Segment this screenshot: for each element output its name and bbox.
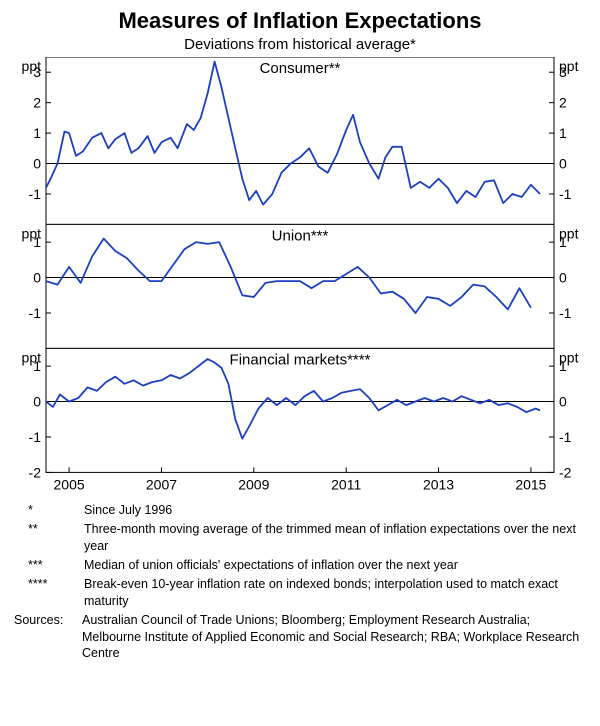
svg-text:2011: 2011 [331,476,361,492]
svg-text:1: 1 [33,125,41,141]
svg-text:2: 2 [559,95,567,111]
sources-text: Australian Council of Trade Unions; Bloo… [82,612,590,663]
svg-text:ppt: ppt [22,225,42,241]
svg-text:-1: -1 [29,305,42,321]
chart-subtitle: Deviations from historical average* [10,36,590,53]
chart-footnotes: *Since July 1996**Three-month moving ave… [10,502,590,662]
svg-text:2013: 2013 [423,476,454,492]
chart-svg: -1-100112233pptpptConsumer**-1-10011pptp… [10,57,590,494]
svg-text:ppt: ppt [559,58,579,74]
footnote-row: ****Break-even 10-year inflation rate on… [10,576,590,610]
svg-text:-1: -1 [559,305,572,321]
svg-text:0: 0 [559,270,567,286]
svg-text:0: 0 [33,270,41,286]
svg-text:-1: -1 [29,429,42,445]
svg-text:1: 1 [559,125,567,141]
footnote-mark: ** [10,521,84,555]
svg-text:Financial markets****: Financial markets**** [230,351,371,368]
footnote-text: Since July 1996 [84,502,590,519]
svg-text:2005: 2005 [54,476,85,492]
svg-text:ppt: ppt [22,349,42,365]
svg-text:-1: -1 [559,429,572,445]
footnote-mark: **** [10,576,84,610]
chart-title: Measures of Inflation Expectations [10,8,590,34]
sources-row: Sources:Australian Council of Trade Unio… [10,612,590,663]
svg-text:0: 0 [559,394,567,410]
footnote-text: Break-even 10-year inflation rate on ind… [84,576,590,610]
svg-text:-2: -2 [559,464,572,480]
chart-panels: -1-100112233pptpptConsumer**-1-10011pptp… [10,57,590,494]
svg-text:Union***: Union*** [272,227,329,244]
footnote-row: ***Median of union officials' expectatio… [10,557,590,574]
sources-label: Sources: [10,612,82,663]
svg-text:0: 0 [33,394,41,410]
svg-text:ppt: ppt [559,349,579,365]
footnote-row: *Since July 1996 [10,502,590,519]
svg-text:-1: -1 [559,186,572,202]
svg-text:2009: 2009 [238,476,269,492]
svg-text:0: 0 [33,156,41,172]
footnote-text: Median of union officials' expectations … [84,557,590,574]
svg-text:2: 2 [33,95,41,111]
svg-text:2007: 2007 [146,476,177,492]
footnote-text: Three-month moving average of the trimme… [84,521,590,555]
svg-text:-1: -1 [29,186,42,202]
footnote-mark: *** [10,557,84,574]
footnote-mark: * [10,502,84,519]
svg-text:-2: -2 [29,464,42,480]
svg-text:2015: 2015 [515,476,546,492]
svg-text:0: 0 [559,156,567,172]
svg-text:ppt: ppt [559,225,579,241]
footnote-row: **Three-month moving average of the trim… [10,521,590,555]
svg-text:ppt: ppt [22,58,42,74]
svg-text:Consumer**: Consumer** [260,60,341,77]
